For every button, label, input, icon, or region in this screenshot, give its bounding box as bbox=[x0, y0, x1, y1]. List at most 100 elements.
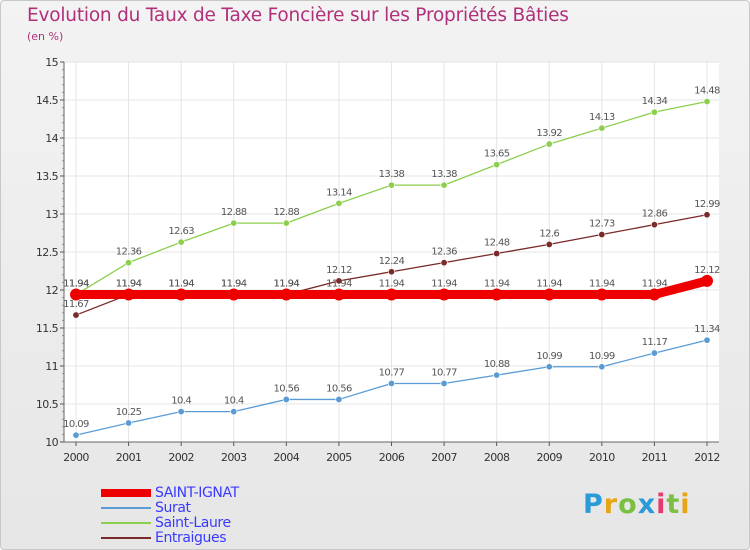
data-point-surat bbox=[703, 336, 711, 344]
data-point-saint-laure bbox=[177, 238, 185, 246]
data-point-surat bbox=[387, 379, 395, 387]
legend-label-saint-laure: Saint-Laure bbox=[155, 514, 231, 531]
data-label-saint-ignat: 12.12 bbox=[694, 265, 720, 276]
data-point-saint-laure bbox=[125, 259, 133, 267]
data-label-entraigues: 11.94 bbox=[274, 279, 300, 290]
y-tick-label: 10.5 bbox=[36, 398, 59, 411]
data-label-entraigues: 12.99 bbox=[694, 199, 720, 210]
logo-letter: o bbox=[618, 489, 638, 520]
legend: SAINT-IGNAT Surat Saint-Laure Entraigues bbox=[101, 485, 239, 546]
data-point-entraigues bbox=[703, 211, 711, 219]
x-tick-label: 2000 bbox=[63, 451, 89, 464]
logo-letter: i bbox=[656, 489, 667, 520]
data-label-entraigues: 12.6 bbox=[539, 228, 559, 239]
data-point-saint-laure bbox=[598, 124, 606, 132]
x-tick-label: 2006 bbox=[379, 451, 405, 464]
data-point-saint-laure bbox=[230, 219, 238, 227]
logo-letter: r bbox=[603, 489, 619, 520]
y-tick-label: 10 bbox=[45, 436, 58, 449]
data-label-saint-laure: 14.13 bbox=[589, 112, 615, 123]
x-tick-label: 2010 bbox=[589, 451, 615, 464]
data-point-entraigues bbox=[493, 250, 501, 258]
data-point-surat bbox=[177, 408, 185, 416]
legend-item-entraigues: Entraigues bbox=[101, 529, 239, 546]
data-point-saint-ignat bbox=[701, 274, 713, 287]
x-tick-label: 2007 bbox=[431, 451, 457, 464]
data-label-saint-ignat: 11.94 bbox=[168, 279, 194, 290]
data-point-surat bbox=[440, 379, 448, 387]
data-point-saint-laure bbox=[650, 108, 658, 116]
data-point-entraigues bbox=[440, 259, 448, 267]
data-point-entraigues bbox=[650, 221, 658, 229]
data-point-saint-ignat bbox=[227, 288, 240, 301]
data-label-surat: 10.99 bbox=[536, 351, 562, 362]
data-point-saint-ignat bbox=[490, 288, 503, 301]
data-label-surat: 10.4 bbox=[171, 396, 191, 407]
data-point-entraigues bbox=[72, 311, 80, 319]
data-label-saint-laure: 13.14 bbox=[326, 187, 352, 198]
data-label-entraigues: 12.24 bbox=[379, 256, 405, 267]
data-point-saint-laure bbox=[387, 181, 395, 189]
data-label-surat: 10.56 bbox=[274, 383, 300, 394]
data-point-entraigues bbox=[598, 231, 606, 239]
data-point-entraigues bbox=[545, 240, 553, 248]
data-label-surat: 11.34 bbox=[694, 324, 720, 335]
chart-title: Evolution du Taux de Taxe Foncière sur l… bbox=[27, 5, 569, 26]
data-point-surat bbox=[282, 395, 290, 403]
data-label-surat: 10.99 bbox=[589, 351, 615, 362]
data-point-saint-ignat bbox=[70, 288, 82, 301]
x-tick-label: 2002 bbox=[168, 451, 194, 464]
data-label-entraigues: 11.67 bbox=[63, 299, 89, 310]
proxiti-logo: Proxiti bbox=[583, 489, 691, 520]
data-label-saint-ignat: 11.94 bbox=[326, 279, 352, 290]
data-label-surat: 10.09 bbox=[63, 419, 89, 430]
data-label-layer: 11.94 11.94 11.94 11.94 11.94 11.94 11.94 11.94… bbox=[63, 86, 720, 431]
data-label-saint-ignat: 11.94 bbox=[379, 279, 405, 290]
logo-letter: x bbox=[637, 489, 657, 520]
logo-letter: t bbox=[666, 489, 681, 520]
data-point-saint-laure bbox=[335, 199, 343, 207]
data-label-saint-laure: 13.65 bbox=[484, 149, 510, 160]
legend-label-entraigues: Entraigues bbox=[155, 529, 227, 546]
data-label-entraigues: 12.12 bbox=[326, 265, 352, 276]
data-label-saint-laure: 14.34 bbox=[642, 96, 668, 107]
data-label-surat: 10.25 bbox=[116, 407, 142, 418]
legend-item-saint-ignat: SAINT-IGNAT bbox=[101, 485, 239, 501]
legend-item-saint-laure: Saint-Laure bbox=[101, 514, 239, 531]
data-point-entraigues bbox=[335, 277, 343, 285]
legend-label-surat: Surat bbox=[155, 499, 191, 516]
data-label-saint-ignat: 11.94 bbox=[63, 279, 89, 290]
data-point-entraigues bbox=[387, 268, 395, 276]
data-label-surat: 11.17 bbox=[642, 337, 668, 348]
legend-swatch-surat bbox=[101, 506, 151, 509]
data-point-surat bbox=[650, 349, 658, 357]
data-label-entraigues: 11.94 bbox=[168, 279, 194, 290]
data-point-surat bbox=[545, 363, 553, 371]
data-point-saint-ignat bbox=[280, 288, 293, 301]
data-label-surat: 10.77 bbox=[431, 367, 457, 378]
data-point-surat bbox=[230, 408, 238, 416]
legend-swatch-saint-ignat bbox=[101, 488, 151, 497]
data-point-saint-ignat bbox=[543, 288, 556, 301]
data-point-saint-ignat bbox=[122, 288, 135, 301]
x-tick-label: 2008 bbox=[484, 451, 510, 464]
data-label-entraigues: 12.36 bbox=[431, 247, 457, 258]
data-point-surat bbox=[335, 395, 343, 403]
data-label-saint-laure: 12.36 bbox=[116, 247, 142, 258]
y-tick-label: 11 bbox=[45, 360, 58, 373]
data-label-surat: 10.77 bbox=[379, 367, 405, 378]
data-point-saint-ignat bbox=[648, 288, 661, 301]
data-point-saint-ignat bbox=[438, 288, 451, 301]
data-label-entraigues: 11.94 bbox=[116, 279, 142, 290]
data-label-saint-laure: 12.63 bbox=[168, 226, 194, 237]
data-point-saint-laure bbox=[493, 161, 501, 169]
data-label-entraigues: 12.73 bbox=[589, 219, 615, 230]
x-tick-label: 2009 bbox=[536, 451, 562, 464]
series-layer bbox=[70, 98, 713, 439]
logo-letter: i bbox=[680, 489, 691, 520]
data-point-saint-ignat bbox=[385, 288, 398, 301]
y-tick-label: 14 bbox=[45, 132, 58, 145]
data-point-saint-ignat bbox=[595, 288, 608, 301]
